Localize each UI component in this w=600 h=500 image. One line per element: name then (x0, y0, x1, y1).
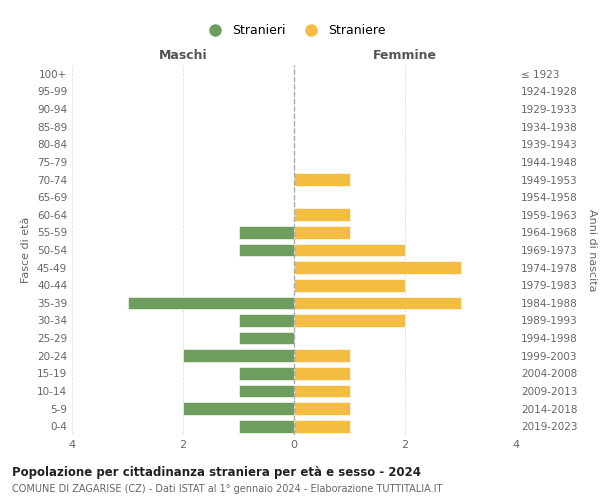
Bar (294, 226, 349, 238)
Bar (294, 420, 349, 432)
Bar (239, 420, 294, 432)
Bar (294, 173, 349, 186)
Bar (294, 402, 349, 415)
Y-axis label: Anni di nascita: Anni di nascita (587, 209, 597, 291)
Bar (183, 402, 294, 415)
Bar (239, 367, 294, 380)
Y-axis label: Fasce di età: Fasce di età (22, 217, 31, 283)
Legend: Stranieri, Straniere: Stranieri, Straniere (197, 20, 391, 42)
Bar (294, 208, 349, 221)
Bar (128, 296, 294, 309)
Bar (294, 367, 349, 380)
Text: Femmine: Femmine (373, 50, 437, 62)
Bar (294, 384, 349, 398)
Bar (239, 226, 294, 238)
Bar (294, 262, 461, 274)
Bar (239, 244, 294, 256)
Bar (294, 350, 349, 362)
Bar (294, 314, 405, 327)
Bar (239, 384, 294, 398)
Bar (294, 296, 461, 309)
Bar (294, 244, 405, 256)
Text: Popolazione per cittadinanza straniera per età e sesso - 2024: Popolazione per cittadinanza straniera p… (12, 466, 421, 479)
Text: Maschi: Maschi (158, 50, 208, 62)
Bar (294, 279, 405, 291)
Text: COMUNE DI ZAGARISE (CZ) - Dati ISTAT al 1° gennaio 2024 - Elaborazione TUTTITALI: COMUNE DI ZAGARISE (CZ) - Dati ISTAT al … (12, 484, 442, 494)
Bar (183, 350, 294, 362)
Bar (239, 332, 294, 344)
Bar (239, 314, 294, 327)
